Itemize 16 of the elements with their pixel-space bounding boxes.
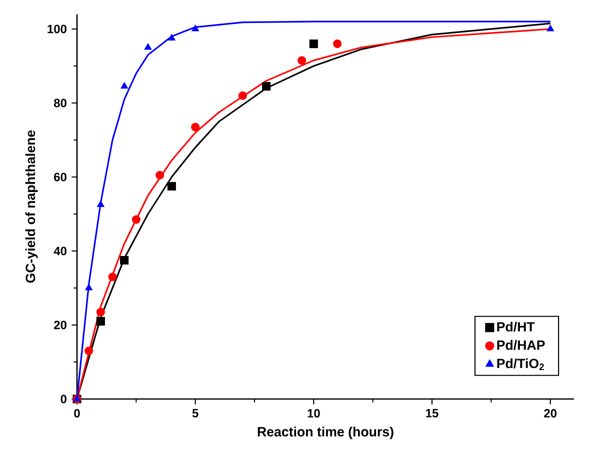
y-tick-label: 40	[54, 246, 66, 256]
y-tick-label: 60	[54, 172, 66, 182]
y-tick-label: 0	[60, 394, 66, 404]
x-tick-label: 20	[544, 409, 557, 418]
legend-label: Pd/TiO$_{2}$	[497, 358, 544, 370]
y-tick-label: 80	[54, 98, 66, 108]
x-tick-label: 15	[426, 409, 438, 418]
y-tick-label: 100	[48, 24, 66, 34]
x-axis-title: Reaction time (hours)	[258, 426, 394, 440]
legend-label: Pd/HT	[497, 322, 535, 332]
x-tick-label: 0	[74, 409, 80, 418]
y-axis-title: GC-yield of naphthalene	[25, 130, 38, 283]
legend-label: Pd/HAP	[497, 340, 545, 350]
y-tick-label: 20	[54, 320, 66, 330]
x-tick-label: 10	[308, 409, 320, 418]
x-tick-label: 5	[192, 409, 198, 418]
